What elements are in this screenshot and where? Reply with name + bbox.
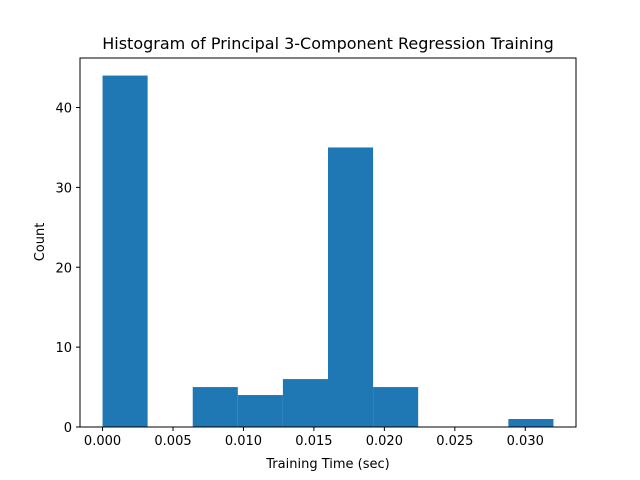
- histogram-bars: [102, 75, 554, 428]
- x-tick-label: 0.000: [84, 434, 121, 449]
- x-tick-label: 0.025: [436, 434, 473, 449]
- y-tick-label: 30: [55, 181, 72, 196]
- histogram-bar: [328, 147, 374, 428]
- y-tick-label: 10: [55, 341, 72, 356]
- y-tick-label: 20: [55, 261, 72, 276]
- x-tick-label: 0.015: [295, 434, 332, 449]
- histogram-bar: [102, 75, 148, 428]
- y-axis-label: Count: [33, 223, 48, 262]
- histogram-bar: [192, 387, 238, 427]
- histogram-bar: [237, 395, 283, 427]
- x-tick-label: 0.005: [154, 434, 191, 449]
- y-axis-ticks: 0 10 20 30 40: [55, 102, 80, 436]
- x-tick-label: 0.010: [225, 434, 262, 449]
- x-axis-ticks: 0.000 0.005 0.010 0.015 0.020 0.025 0.030: [84, 427, 544, 449]
- histogram-bar: [508, 419, 554, 427]
- x-tick-label: 0.030: [507, 434, 544, 449]
- plot-frame: [79, 57, 577, 428]
- chart-title: Histogram of Principal 3-Component Regre…: [102, 34, 554, 53]
- histogram-bar: [282, 379, 328, 427]
- x-axis-label: Training Time (sec): [265, 457, 389, 472]
- x-tick-label: 0.020: [366, 434, 403, 449]
- histogram-bar: [373, 387, 419, 427]
- y-tick-label: 0: [64, 421, 72, 436]
- y-tick-label: 40: [55, 102, 72, 117]
